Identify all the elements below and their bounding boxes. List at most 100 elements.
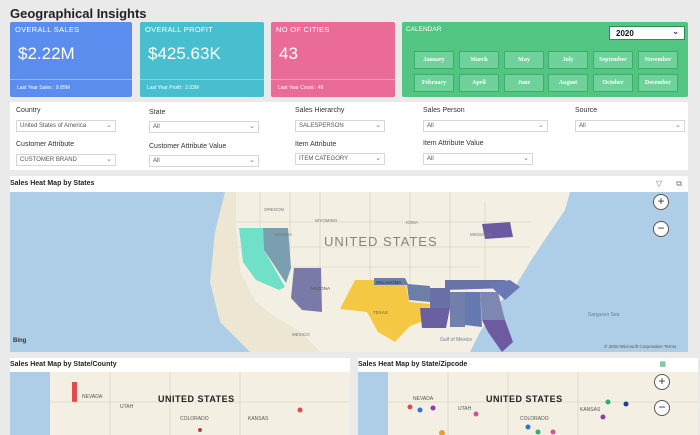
zipcode-marker[interactable] xyxy=(407,404,413,410)
state-arkansas[interactable] xyxy=(430,288,450,308)
chevron-down-icon: ⌄ xyxy=(375,122,381,129)
filter-label: Sales Hierarchy xyxy=(295,107,345,114)
calendar-icon[interactable]: ▦ xyxy=(659,361,666,368)
map-place-label: MISSOURI xyxy=(470,232,493,237)
chevron-down-icon: ⌄ xyxy=(106,122,112,129)
state-south-carolina[interactable] xyxy=(488,280,520,300)
map-attribution: © 2020 Microsoft Corporation Terms xyxy=(604,344,677,349)
state-alabama[interactable] xyxy=(465,292,482,327)
month-button[interactable]: July xyxy=(548,51,588,69)
country-label: UNITED STATES xyxy=(158,394,235,404)
kpi-card-profit[interactable]: OVERALL PROFIT $425.63K Last Year Profit… xyxy=(140,22,264,97)
map-place-label: NEVADA xyxy=(413,396,434,402)
zipcode-marker[interactable] xyxy=(535,429,541,435)
state-heat-map[interactable]: UNITED STATES NEVADA ARIZONA TEXAS OKLAH… xyxy=(10,192,688,352)
filter-label: Item Attribute xyxy=(295,141,337,148)
county-marker[interactable] xyxy=(72,382,77,402)
state-mississippi[interactable] xyxy=(450,292,465,327)
map-place-label: KANSAS xyxy=(580,407,601,413)
county-marker[interactable] xyxy=(198,428,202,432)
kpi-subtext: Last Year Sales : 9.89M xyxy=(17,85,70,91)
kpi-label: OVERALL PROFIT xyxy=(145,25,214,34)
filter-icon[interactable]: ▽ xyxy=(655,179,662,188)
map-place-label: KANSAS xyxy=(248,416,269,422)
filter-label: State xyxy=(149,109,166,116)
state-select[interactable]: All ⌄ xyxy=(149,121,259,133)
filter-label: Item Attribute Value xyxy=(423,140,484,147)
month-button[interactable]: April xyxy=(459,74,499,92)
focus-mode-icon[interactable]: ⧉ xyxy=(676,179,682,188)
month-button[interactable]: December xyxy=(638,74,678,92)
state-louisiana[interactable] xyxy=(420,308,450,328)
zipcode-marker[interactable] xyxy=(525,424,531,430)
zipcode-marker[interactable] xyxy=(605,399,611,405)
map-place-label: NEVADA xyxy=(274,232,293,237)
county-heat-map[interactable]: UNITED STATES NEVADA UTAH COLORADO KANSA… xyxy=(10,372,350,435)
state-california[interactable] xyxy=(239,228,285,290)
zoom-out-button[interactable]: − xyxy=(653,221,669,237)
month-button[interactable]: June xyxy=(504,74,544,92)
zoom-in-button[interactable]: + xyxy=(654,374,670,390)
sales-hierarchy-select[interactable]: SALESPERSON ⌄ xyxy=(295,120,385,132)
state-arizona[interactable] xyxy=(291,268,322,312)
map-place-label: UTAH xyxy=(120,404,134,410)
item-attribute-select[interactable]: ITEM CATEGORY ⌄ xyxy=(295,153,385,165)
customer-attribute-value-select[interactable]: All ⌄ xyxy=(149,155,259,167)
chevron-down-icon: ⌄ xyxy=(523,155,529,162)
zipcode-marker[interactable] xyxy=(439,430,445,435)
state-borders xyxy=(388,372,698,435)
map-place-label: WYOMING xyxy=(315,218,338,223)
kpi-value: $2.22M xyxy=(18,44,75,63)
zipcode-marker[interactable] xyxy=(623,401,629,407)
month-button[interactable]: February xyxy=(414,74,454,92)
zipcode-marker[interactable] xyxy=(430,405,436,411)
month-button[interactable]: September xyxy=(593,51,633,69)
map-canvas xyxy=(210,192,570,352)
month-button[interactable]: November xyxy=(638,51,678,69)
filter-value: All xyxy=(153,124,160,130)
zoom-out-button[interactable]: − xyxy=(654,400,670,416)
filter-value: SALESPERSON xyxy=(299,123,344,129)
year-select[interactable]: 2020 ⌄ xyxy=(609,26,685,40)
filter-value: All xyxy=(427,123,434,129)
kpi-label: OVERALL SALES xyxy=(15,25,80,34)
customer-attribute-select[interactable]: CUSTOMER BRAND ⌄ xyxy=(16,154,116,166)
state-pennsylvania[interactable] xyxy=(482,222,513,239)
country-select[interactable]: United States of America ⌄ xyxy=(16,120,116,132)
chevron-down-icon: ⌄ xyxy=(249,157,255,164)
zoom-in-button[interactable]: + xyxy=(653,194,669,210)
kpi-card-cities[interactable]: NO OF CITIES 43 Last Year Count : 49 xyxy=(271,22,395,97)
kpi-card-sales[interactable]: OVERALL SALES $2.22M Last Year Sales : 9… xyxy=(10,22,132,97)
sales-person-select[interactable]: All ⌄ xyxy=(423,120,548,132)
zipcode-marker[interactable] xyxy=(473,411,479,417)
zipcode-heat-map[interactable]: UNITED STATES NEVADA KANSAS UTAH COLORAD… xyxy=(358,372,698,435)
state-oklahoma[interactable] xyxy=(374,278,430,302)
month-button[interactable]: October xyxy=(593,74,633,92)
month-button[interactable]: January xyxy=(414,51,454,69)
map-canvas xyxy=(50,372,350,435)
month-button[interactable]: May xyxy=(504,51,544,69)
page-title: Geographical Insights xyxy=(10,6,147,21)
map-canvas xyxy=(388,372,698,435)
state-texas[interactable] xyxy=(340,280,430,342)
filter-value: ITEM CATEGORY xyxy=(299,156,349,162)
state-georgia[interactable] xyxy=(480,292,505,320)
chevron-down-icon: ⌄ xyxy=(249,123,255,130)
map-place-label: Sargasso Sea xyxy=(588,312,620,318)
zipcode-marker[interactable] xyxy=(417,407,423,413)
zipcode-marker[interactable] xyxy=(550,429,556,435)
zipcode-marker[interactable] xyxy=(600,414,606,420)
county-marker[interactable] xyxy=(297,407,303,413)
us-landmass xyxy=(388,372,698,435)
year-value: 2020 xyxy=(616,29,634,38)
source-select[interactable]: All ⌄ xyxy=(575,120,685,132)
state-heat-map-panel: Sales Heat Map by States ▽ ⧉ UNITED STAT… xyxy=(10,176,688,352)
month-button[interactable]: August xyxy=(548,74,588,92)
map-place-label: MEXICO xyxy=(292,332,310,337)
state-nevada[interactable] xyxy=(263,228,291,283)
item-attribute-value-select[interactable]: All ⌄ xyxy=(423,153,533,165)
filter-value: CUSTOMER BRAND xyxy=(20,157,77,163)
month-button[interactable]: March xyxy=(459,51,499,69)
us-landmass xyxy=(50,372,350,435)
state-florida[interactable] xyxy=(482,320,513,352)
